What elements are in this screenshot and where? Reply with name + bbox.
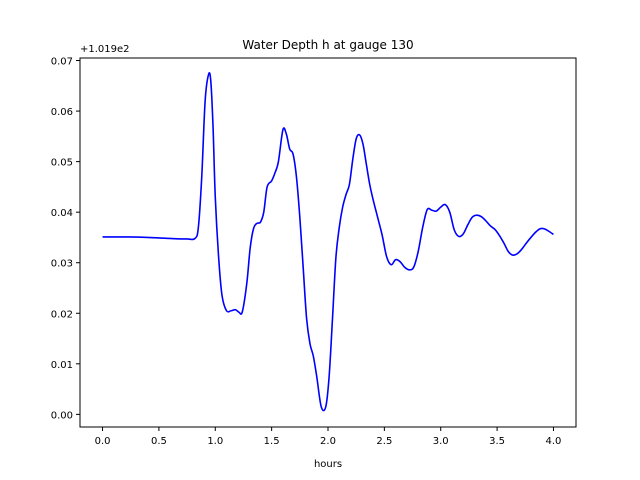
y-tick-label: 0.01 [51, 360, 73, 371]
x-axis-label: hours [314, 459, 342, 470]
y-tick-label: 0.06 [51, 107, 73, 118]
x-tick-label: 4.0 [546, 436, 562, 447]
y-tick-label: 0.02 [51, 309, 73, 320]
y-tick-label: 0.04 [51, 208, 73, 219]
x-tick-label: 3.0 [433, 436, 449, 447]
series-line-0 [102, 72, 554, 412]
y-tick-label: 0.00 [51, 410, 73, 421]
plot-area: 0.0 0.5 1.0 1.5 2.0 2.5 3.0 3.5 4.0 0.00 0.01 0.02 0… [51, 57, 577, 447]
x-tick-label: 0.5 [151, 436, 167, 447]
y-tick-label: 0.07 [51, 57, 73, 68]
chart-title: Water Depth h at gauge 130 [242, 38, 413, 52]
y-tick-label: 0.03 [51, 259, 73, 270]
x-tick-label: 1.5 [264, 436, 280, 447]
x-tick-label: 3.5 [489, 436, 505, 447]
x-tick-label: 2.0 [320, 436, 336, 447]
y-tick-label: 0.05 [51, 158, 73, 169]
y-offset-label: +1.019e2 [80, 44, 130, 55]
x-tick-label: 0.0 [95, 436, 111, 447]
x-tick-label: 2.5 [376, 436, 392, 447]
x-tick-label: 1.0 [207, 436, 223, 447]
